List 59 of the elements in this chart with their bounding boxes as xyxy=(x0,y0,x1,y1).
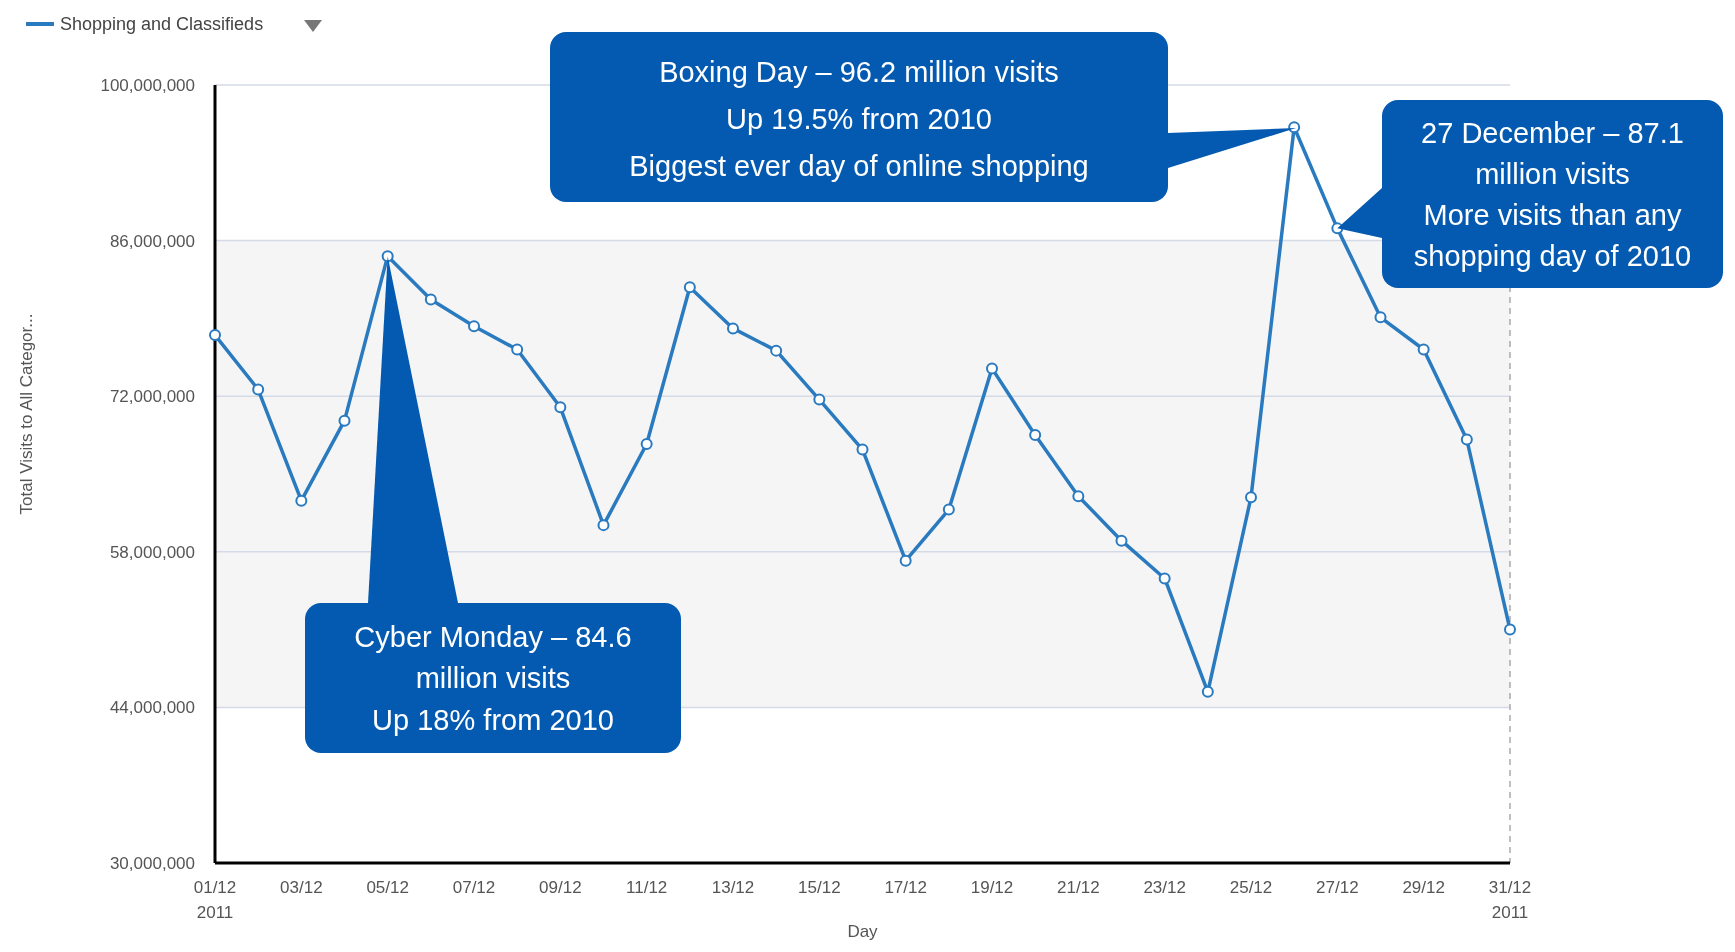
point xyxy=(511,343,524,356)
point xyxy=(597,519,610,532)
point xyxy=(1374,311,1387,324)
point xyxy=(295,494,308,507)
x-tick-label: 13/12 xyxy=(711,878,755,897)
x-tick-label: 15/12 xyxy=(798,878,841,897)
point xyxy=(209,329,221,342)
point xyxy=(986,362,998,375)
annotation: 27 December – 87.1 million visits More visits than any shopping day of 2010 xyxy=(1413,116,1692,272)
point xyxy=(252,383,265,396)
x-tick-label: 27/12 xyxy=(1316,878,1359,897)
point xyxy=(381,250,394,263)
x-tick-label: 19/12 xyxy=(970,878,1014,897)
point xyxy=(1504,623,1516,636)
point xyxy=(338,414,351,427)
y-tick-label: 44,000,000 xyxy=(109,698,195,718)
x-tick-label: 01/12 2011 xyxy=(193,878,237,922)
x-tick-label: 21/12 xyxy=(1057,878,1100,897)
point xyxy=(1158,572,1171,585)
y-tick-label: 100,000,000 xyxy=(100,75,195,95)
point xyxy=(856,443,869,456)
x-tick-label: 03/12 xyxy=(280,878,323,897)
point xyxy=(468,320,480,333)
x-tick-label: 25/12 xyxy=(1229,878,1273,897)
x-tick-label: 29/12 xyxy=(1402,878,1445,897)
point xyxy=(640,437,653,450)
x-tick-label: 09/12 xyxy=(539,878,582,897)
point xyxy=(554,401,567,414)
point xyxy=(683,281,696,294)
point xyxy=(1245,491,1257,504)
x-tick-label: 31/12 2011 xyxy=(1488,878,1532,922)
x-tick-label: 11/12 xyxy=(626,878,668,897)
callout-bubble: Cyber Monday – 84.6 million visits Up 18% from 2010 xyxy=(305,256,681,753)
point xyxy=(424,293,437,306)
point xyxy=(1029,429,1042,442)
x-axis-title: Day xyxy=(847,922,879,941)
point xyxy=(813,393,826,406)
y-tick-label: 30,000,000 xyxy=(109,853,195,873)
x-tick-label: 23/12 xyxy=(1143,878,1186,897)
x-tick-label: 07/12 xyxy=(452,878,496,897)
point xyxy=(727,322,739,335)
point xyxy=(1201,685,1214,698)
point xyxy=(1460,433,1473,446)
y-tick-label: 86,000,000 xyxy=(109,231,195,251)
x-tick-label: 05/12 xyxy=(366,878,409,897)
point xyxy=(899,554,912,567)
y-tick-label: 72,000,000 xyxy=(109,387,195,407)
point xyxy=(1072,490,1085,503)
point xyxy=(942,503,955,516)
point xyxy=(1288,121,1301,134)
x-tick-label: 17/12 xyxy=(884,878,927,897)
annotation: Cyber Monday – 84.6 million visits Up 18% from 2010 xyxy=(354,620,632,737)
annotation: Boxing Day – 96.2 million visits Up 19.5% from 2010 Biggest ever day of online shopping xyxy=(629,55,1089,183)
point xyxy=(1417,343,1430,356)
legend-label: Shopping and Classifieds xyxy=(60,14,264,34)
point xyxy=(770,344,783,357)
y-axis-title: Total Visits to All Categor... xyxy=(17,313,36,515)
point xyxy=(1115,534,1128,547)
y-tick-label: 58,000,000 xyxy=(109,542,195,562)
